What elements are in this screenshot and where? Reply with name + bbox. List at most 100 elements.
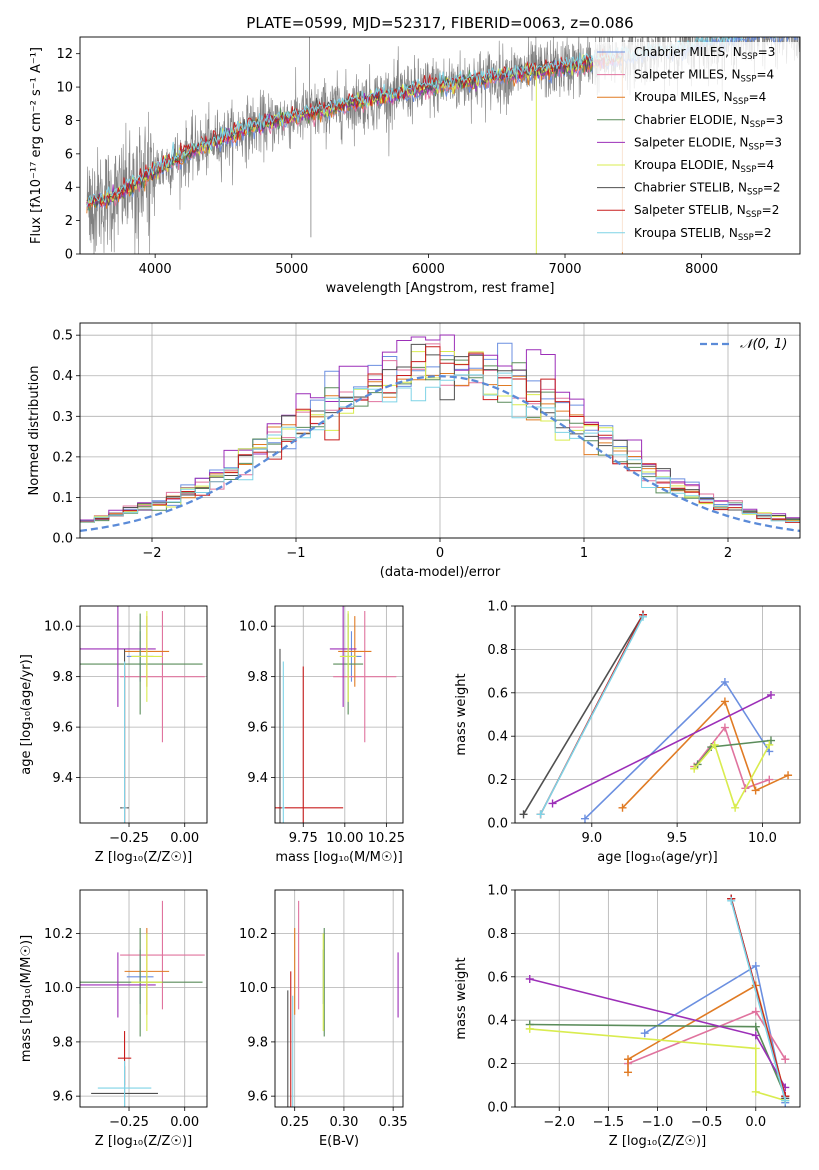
- x-tick-label: 4000: [139, 262, 172, 277]
- legend-name: Chabrier MILES, N: [634, 45, 742, 59]
- x-tick-label: 9.75: [289, 831, 318, 846]
- y-tick-label: 0.1: [52, 491, 73, 506]
- legend-count: =4: [756, 68, 774, 82]
- axes-frame: [274, 889, 404, 1108]
- x-tick-label: 0: [436, 546, 444, 561]
- x-tick-label: 10.25: [368, 831, 405, 846]
- x-tick-label: −2: [142, 546, 161, 561]
- weight-series-line: [730, 900, 787, 1101]
- weight_vs_age-plot-area: [519, 610, 793, 823]
- legend-count: =2: [763, 181, 781, 195]
- legend-sub: SSP: [741, 165, 757, 175]
- x-tick-label: 0.00: [170, 1115, 199, 1130]
- weight-series-line: [621, 700, 789, 809]
- legend-sub: SSP: [742, 52, 758, 62]
- x-tick-label: 0.0: [745, 1115, 766, 1130]
- axes-frame: [79, 605, 208, 824]
- y-tick-label: 0.6: [487, 970, 508, 985]
- y-tick-label: 10.0: [44, 620, 73, 635]
- legend-sub: SSP: [747, 188, 763, 198]
- spectrum-panel: 4000 5000 6000 7000 8000 0 2 4 6 8 10 12 wavelength …: [29, 36, 801, 296]
- x-axis-label: Z [log₁₀(Z/Z☉)]: [95, 1134, 192, 1149]
- legend-count: =4: [756, 158, 774, 172]
- y-tick-label: 8: [65, 114, 73, 129]
- weight-marker: [624, 1055, 633, 1064]
- spectrum-model-line: [86, 48, 623, 207]
- weight-series-line: [529, 1028, 786, 1102]
- weight-marker: [624, 1068, 633, 1077]
- legend-sub: SSP: [733, 97, 749, 107]
- legend-label: Salpeter MILES, NSSP=4: [634, 68, 774, 85]
- weight-marker: [781, 1055, 790, 1064]
- weight-marker: [751, 961, 760, 970]
- y-tick-label: 0.3: [52, 410, 73, 425]
- y-tick-label: 0.2: [487, 773, 508, 788]
- y-tick-label: 10.2: [239, 927, 268, 942]
- weight-marker: [781, 1096, 790, 1105]
- legend-name: Salpeter ELODIE, N: [634, 135, 748, 149]
- y-tick-label: 0.0: [52, 532, 73, 547]
- x-tick-label: 0.30: [329, 1115, 358, 1130]
- legend-label: Chabrier ELODIE, NSSP=3: [634, 113, 783, 130]
- x-axis-label: Z [log₁₀(Z/Z☉)]: [95, 850, 192, 865]
- weight-marker: [784, 771, 793, 780]
- y-axis-label: Flux [fλ10⁻¹⁷ erg cm⁻² s⁻¹ A⁻¹]: [29, 47, 44, 244]
- mass_vs_Z-plot-area: [80, 900, 205, 1107]
- y-tick-label: 2: [65, 214, 73, 229]
- x-tick-label: 0.00: [170, 831, 199, 846]
- y-tick-label: 0.5: [52, 329, 73, 344]
- weight-series-line: [522, 614, 644, 815]
- y-tick-label: 10.0: [239, 620, 268, 635]
- histogram-series: [80, 334, 800, 521]
- legend-sub: SSP: [750, 120, 766, 130]
- x-tick-label: −0.25: [109, 1115, 149, 1130]
- y-tick-label: 9.8: [247, 1035, 268, 1050]
- weight-marker: [638, 612, 647, 621]
- weight-marker: [751, 1031, 760, 1040]
- weight_vs_age-panel: 9.0 9.5 10.0 0.0 0.2 0.4 0.6 0.8 1.0 age [log₁₀(a…: [454, 600, 801, 865]
- legend-count: =3: [764, 135, 782, 149]
- y-tick-label: 0.4: [487, 1014, 508, 1029]
- y-tick-label: 0.0: [487, 817, 508, 832]
- y-tick-label: 10: [56, 81, 73, 96]
- weight-marker: [765, 740, 774, 749]
- y-tick-label: 1.0: [487, 884, 508, 899]
- y-tick-label: 6: [65, 147, 73, 162]
- weight-marker: [618, 803, 627, 812]
- y-tick-label: 0.8: [487, 927, 508, 942]
- weight-series-line: [693, 743, 771, 810]
- legend-name: Kroupa ELODIE, N: [634, 158, 741, 172]
- x-axis-label: wavelength [Angstrom, rest frame]: [326, 281, 555, 296]
- mass_vs_Z-panel: −0.25 0.00 9.6 9.8 10.0 10.2 Z [log₁₀(Z/Z☉)] ma…: [19, 889, 208, 1149]
- y-axis-label: mass weight: [454, 673, 469, 755]
- y-axis-label: Normed distribution: [27, 366, 42, 496]
- figure-title: PLATE=0599, MJD=52317, FIBERID=0063, z=0…: [246, 14, 633, 32]
- x-tick-label: 9.5: [667, 831, 688, 846]
- y-tick-label: 9.6: [52, 1090, 73, 1105]
- weight-marker: [720, 723, 729, 732]
- legend-count: =2: [762, 203, 780, 217]
- x-tick-label: −1.0: [642, 1115, 674, 1130]
- x-tick-label: 0.25: [280, 1115, 309, 1130]
- x-axis-label: Z [log₁₀(Z/Z☉)]: [609, 1134, 706, 1149]
- histogram-series: [80, 346, 800, 523]
- legend-count: =3: [766, 113, 784, 127]
- legend-label: Kroupa MILES, NSSP=4: [634, 90, 766, 107]
- y-tick-label: 1.0: [487, 600, 508, 615]
- y-axis-label: mass weight: [454, 957, 469, 1039]
- weight-marker: [720, 697, 729, 706]
- x-axis-label: (data-model)/error: [380, 565, 501, 580]
- weight-series-line: [693, 725, 770, 790]
- weight-marker: [751, 786, 760, 795]
- legend-label: Chabrier MILES, NSSP=3: [634, 45, 775, 62]
- x-tick-label: −0.5: [691, 1115, 723, 1130]
- axes-frame: [79, 36, 801, 255]
- weight-series-line: [644, 964, 787, 1103]
- weight-series-line: [539, 616, 644, 815]
- legend-name: Kroupa MILES, N: [634, 90, 733, 104]
- axes-frame: [514, 889, 801, 1108]
- legend-label: Salpeter ELODIE, NSSP=3: [634, 135, 782, 152]
- age_vs_mass-panel: 9.75 10.00 10.25 9.4 9.6 9.8 10.0 mass [log₁₀(M…: [239, 605, 405, 865]
- y-tick-label: 9.4: [52, 771, 73, 786]
